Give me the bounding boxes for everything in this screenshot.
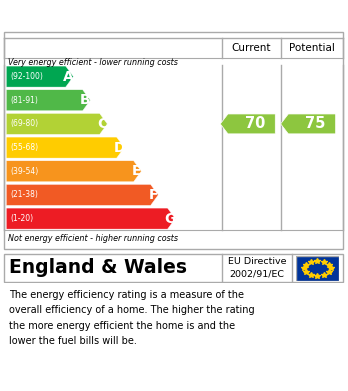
Text: (92-100): (92-100) bbox=[10, 72, 43, 81]
Polygon shape bbox=[280, 114, 336, 134]
Polygon shape bbox=[220, 114, 275, 134]
Text: 75: 75 bbox=[305, 117, 326, 131]
Text: (81-91): (81-91) bbox=[10, 96, 38, 105]
Polygon shape bbox=[6, 137, 124, 158]
Text: F: F bbox=[149, 188, 158, 202]
Polygon shape bbox=[6, 113, 107, 135]
Text: (1-20): (1-20) bbox=[10, 214, 33, 223]
Text: A: A bbox=[63, 70, 74, 84]
Text: (39-54): (39-54) bbox=[10, 167, 39, 176]
Polygon shape bbox=[6, 208, 175, 229]
Text: (69-80): (69-80) bbox=[10, 119, 39, 128]
Text: Very energy efficient - lower running costs: Very energy efficient - lower running co… bbox=[8, 58, 177, 67]
Text: C: C bbox=[97, 117, 108, 131]
Polygon shape bbox=[6, 66, 73, 87]
Text: EU Directive
2002/91/EC: EU Directive 2002/91/EC bbox=[228, 257, 286, 278]
Text: The energy efficiency rating is a measure of the
overall efficiency of a home. T: The energy efficiency rating is a measur… bbox=[9, 290, 254, 346]
Polygon shape bbox=[6, 185, 158, 205]
Text: B: B bbox=[80, 93, 91, 107]
Text: G: G bbox=[165, 212, 176, 226]
Text: E: E bbox=[132, 164, 141, 178]
Text: Potential: Potential bbox=[289, 43, 335, 53]
Text: 70: 70 bbox=[245, 117, 265, 131]
Text: Not energy efficient - higher running costs: Not energy efficient - higher running co… bbox=[8, 234, 178, 243]
Text: D: D bbox=[114, 141, 125, 154]
Text: Current: Current bbox=[232, 43, 271, 53]
Polygon shape bbox=[6, 161, 141, 182]
Text: (21-38): (21-38) bbox=[10, 190, 38, 199]
Text: England & Wales: England & Wales bbox=[9, 258, 187, 277]
Polygon shape bbox=[6, 90, 90, 111]
Text: (55-68): (55-68) bbox=[10, 143, 39, 152]
Text: Energy Efficiency Rating: Energy Efficiency Rating bbox=[10, 5, 251, 23]
